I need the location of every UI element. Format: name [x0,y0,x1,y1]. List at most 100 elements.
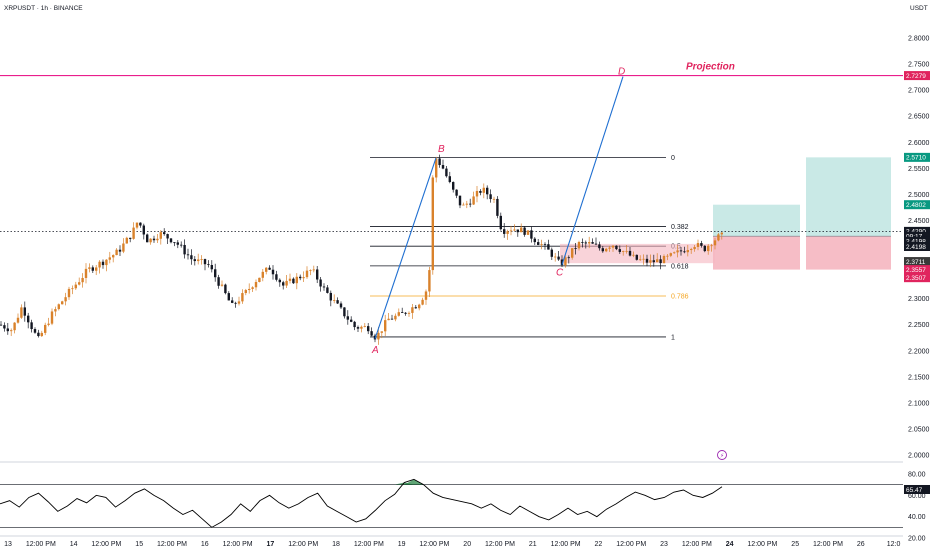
candle-body [98,261,101,268]
candle-body [622,251,625,252]
candle-body [220,284,224,286]
candle-body [441,165,445,169]
candle-body [574,248,577,249]
candle-body [343,307,346,317]
candle-body [101,261,105,266]
price-badge-label: 2.3557 [906,267,926,274]
candle-body [516,229,519,233]
candle-body [309,270,312,272]
candle-body [105,259,108,266]
price-badge [904,236,930,246]
candle-body [411,307,414,313]
time-tick-label: 21 [529,541,537,548]
price-badge-label: 2.3507 [906,275,926,282]
candle-body [567,257,570,259]
candle-body [367,326,370,332]
candle-body [261,271,264,278]
candle-body [193,259,196,262]
candle-body [118,249,122,252]
time-tick-label: 18 [332,541,340,548]
price-tick-label: 2.6000 [908,140,930,147]
time-tick-label: 12:00 PM [26,541,56,548]
candle-body [489,194,492,200]
candle-body [339,303,343,308]
candle-body [356,327,360,329]
candle-body [173,242,176,244]
alert-icon[interactable]: ⚡ [717,450,727,460]
candle-body [394,315,397,320]
candle-body [95,267,98,271]
candle-body [496,198,499,216]
candle-body [384,320,387,332]
price-tick-label: 2.1500 [908,374,930,381]
price-badge-label: 2.5710 [906,155,926,162]
candle-body [720,232,723,235]
time-tick-label: 14 [70,541,78,548]
candle-body [244,290,247,294]
candle-body [91,267,94,271]
time-tick-label: 12:00 PM [157,541,187,548]
time-tick-label: 12:00 PM [682,541,712,548]
price-badge [904,242,930,251]
candle-body [404,312,407,314]
candle-body [509,230,513,232]
rsi-overbought-fill [404,479,424,485]
candle-body [64,297,67,302]
time-tick-label: 26 [857,541,865,548]
candle-body [299,276,302,279]
candle-body [557,256,560,260]
candle-body [159,232,162,239]
candle-body [84,268,88,278]
candle-body [397,312,400,316]
candle-body [686,250,689,253]
candle-body [47,323,50,325]
candle-body [234,302,237,304]
candle-body [346,316,349,320]
candle-body [61,301,64,305]
candle-body [40,332,43,337]
candle-body [707,245,710,252]
candle-body [71,288,74,290]
candle-body [649,260,652,263]
rsi-value-badge [904,484,930,494]
candle-body [350,319,353,322]
time-tick-label: 19 [398,541,406,548]
candle-body [166,234,169,239]
candle-body [458,195,462,206]
candle-body [81,277,84,283]
candle-body [169,238,173,243]
candle-body [717,234,720,241]
candle-body [197,259,200,262]
price-tick-label: 2.6500 [908,114,930,121]
candle-body [414,307,417,309]
candle-body [37,332,40,337]
candle-body [316,269,319,280]
candle-body [302,277,305,279]
price-tick-label: 2.0500 [908,426,930,433]
rsi-tick-label: 40.00 [908,514,926,521]
time-tick-label: 13 [4,541,12,548]
candle-body [295,276,298,284]
candle-body [108,257,111,260]
time-tick-label: 23 [660,541,668,548]
candle-body [129,237,132,239]
candle-body [628,250,632,256]
candle-body [594,243,598,245]
price-badge-label: 2.4802 [906,202,926,209]
candle-body [74,284,77,289]
candle-body [462,204,465,206]
rsi-pane: 65.47 [0,478,930,528]
candle-body [564,257,567,266]
candle-body [669,253,672,256]
candle-body [503,229,506,234]
price-tick-label: 2.2500 [908,322,930,329]
projection-label: Projection [686,62,735,73]
candle-body [186,254,190,256]
candle-body [224,284,227,294]
candle-body [499,215,502,230]
candle-body [435,158,438,178]
stop-zone [806,236,891,270]
candle-body [322,286,326,288]
candle-body [387,318,390,321]
